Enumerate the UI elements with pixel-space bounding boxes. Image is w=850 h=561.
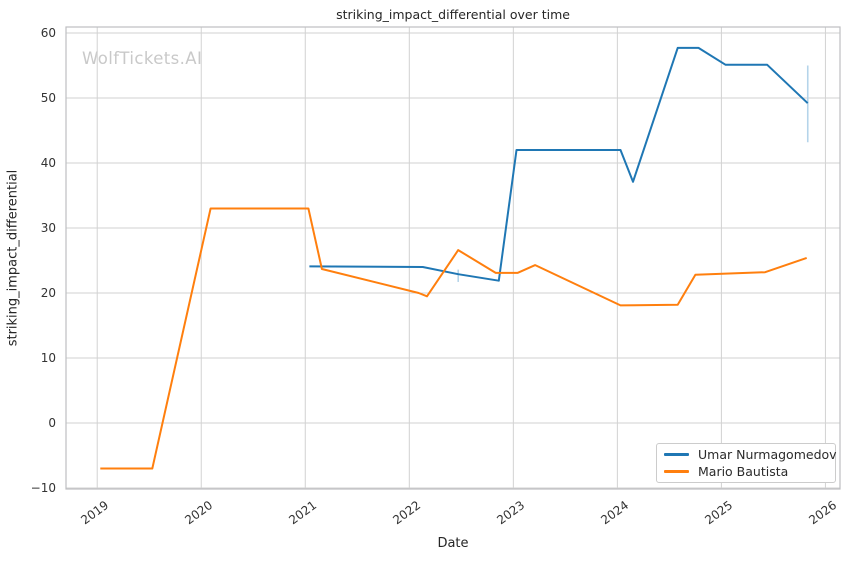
series-line-umar-nurmagomedov xyxy=(309,46,809,282)
legend-item-mario-bautista: Mario Bautista xyxy=(664,464,828,479)
y-tick-label: 30 xyxy=(40,220,56,235)
x-axis-label: Date xyxy=(437,536,469,551)
y-tick-label: 50 xyxy=(40,90,56,105)
legend-swatch-mario-bautista xyxy=(664,470,689,473)
legend-item-umar-nurmagomedov: Umar Nurmagomedov xyxy=(664,447,837,462)
y-tick-label: 20 xyxy=(40,286,56,300)
y-tick-label: 60 xyxy=(40,25,56,40)
legend-label-mario-bautista: Mario Bautista xyxy=(698,464,789,479)
y-tick-label: 0 xyxy=(48,416,56,431)
legend-label-umar-nurmagomedov: Umar Nurmagomedov xyxy=(698,447,837,462)
y-axis-label: striking_impact_differential xyxy=(5,169,21,347)
series-line-mario-bautista xyxy=(100,207,808,470)
y-tick-label: −10 xyxy=(30,481,56,496)
chart-title: striking_impact_differential over time xyxy=(336,7,570,22)
y-tick-label: 40 xyxy=(40,155,56,170)
plot-border xyxy=(65,26,841,490)
legend: Umar Nurmagomedov Mario Bautista xyxy=(656,443,837,483)
watermark: WolfTickets.AI xyxy=(82,49,203,68)
legend-swatch-umar-nurmagomedov xyxy=(664,453,689,456)
y-tick-label: 10 xyxy=(40,351,56,365)
